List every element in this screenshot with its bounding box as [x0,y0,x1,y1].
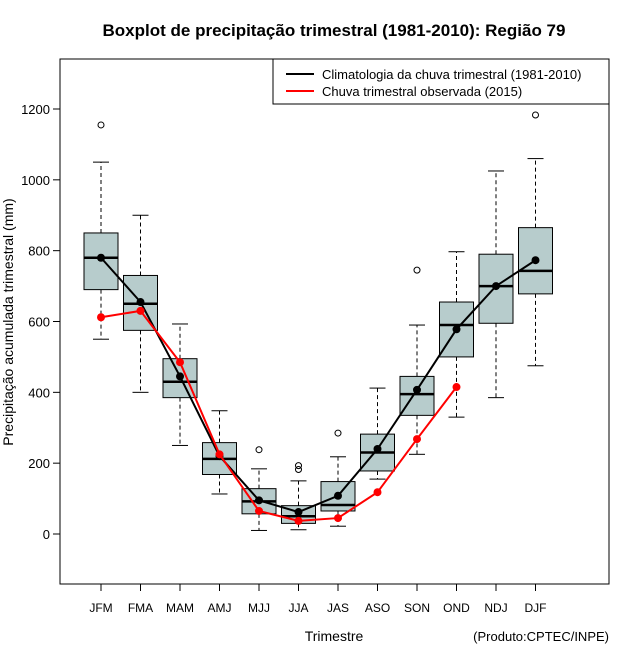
x-tick-label: JAS [327,601,349,615]
outlier-point [255,446,263,454]
legend-label-observed: Chuva trimestral observada (2015) [322,84,522,99]
series-point [97,253,105,262]
x-tick-label: DJF [525,601,547,615]
series-point [97,313,105,322]
outlier-point [413,266,421,274]
y-tick-label: 600 [28,315,50,330]
series-line [100,309,458,522]
series-point [334,491,342,500]
box-OND [439,251,474,418]
outlier-point [97,121,105,129]
chart-title: Boxplot de precipitação trimestral (1981… [103,21,566,40]
x-tick-label: JFM [89,601,112,615]
y-axis-label: Precipitação acumulada trimestral (mm) [0,198,16,445]
credit-text: (Produto:CPTEC/INPE) [473,629,609,644]
series-line [100,257,537,514]
series-point [452,383,461,392]
outlier-point [334,429,342,437]
legend-label-climatology: Climatologia da chuva trimestral (1981-2… [322,67,581,82]
series-point [176,358,184,367]
y-tick-label: 400 [28,385,50,400]
x-tick-label: ASO [365,601,390,615]
series-point [413,435,421,444]
series-point [492,282,500,291]
series-climatology [97,253,540,517]
x-tick-label: SON [404,601,430,615]
series-point [255,496,263,505]
legend-box [272,58,610,105]
series-point [413,385,421,394]
series-point [531,256,540,265]
box-MJJ [241,446,277,531]
box-MAM [162,323,198,446]
outlier-point [532,111,539,119]
series-point [136,298,145,307]
box-DJF [518,111,553,367]
series-point [452,325,461,334]
legend: Climatologia da chuva trimestral (1981-2… [272,58,610,105]
outlier-point [295,466,302,474]
x-tick-label: MJJ [248,601,270,615]
x-tick-label: MAM [166,601,194,615]
box-ASO [360,387,395,480]
x-axis-label: Trimestre [305,628,364,644]
x-tick-label: FMA [128,601,153,615]
y-tick-label: 1000 [21,173,50,188]
x-tick-label: NDJ [484,601,507,615]
box-SON [399,266,435,455]
x-tick-label: JJA [288,601,308,615]
series-point [176,372,184,381]
series-point [255,506,263,515]
series-point [294,508,303,517]
y-tick-label: 1200 [21,102,50,117]
y-tick-label: 800 [28,244,50,259]
box-JFM [83,121,119,340]
y-tick-label: 0 [43,527,50,542]
y-tick-label: 200 [28,456,50,471]
series-point [373,488,382,497]
iqr-box [399,375,435,416]
series-point [136,306,145,315]
series-observed [97,306,461,525]
series-point [373,445,382,453]
series-point [294,516,303,525]
box-JAS [320,429,356,527]
series-point [334,514,342,523]
x-tick-label: AMJ [208,601,232,615]
x-tick-label: OND [443,601,470,615]
outlier-point [295,462,302,470]
series-point [215,450,224,459]
